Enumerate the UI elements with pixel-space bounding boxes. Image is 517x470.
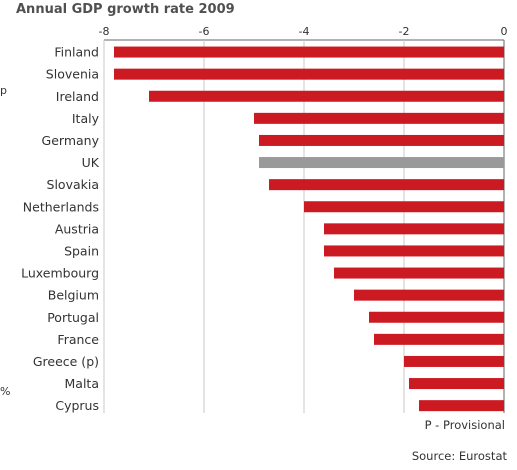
category-label: Slovenia [46,67,99,82]
category-label: Italy [72,111,100,126]
bar-italy [254,112,504,124]
bar-belgium [354,289,504,301]
category-label: Malta [65,376,99,391]
category-label: Luxembourg [21,266,99,281]
category-label: Ireland [56,89,99,104]
bar-slovenia [114,68,504,80]
x-tick-label: -8 [99,25,110,38]
bar-austria [324,223,504,235]
bar-netherlands [304,201,504,213]
x-tick-label: -4 [299,25,310,38]
bar-uk [259,157,504,169]
bar-france [374,333,504,345]
category-label: Finland [54,45,99,60]
category-label: Cyprus [55,398,99,413]
category-label: Netherlands [23,199,99,214]
edge-mark-top: p [0,84,7,97]
tick-layer: -8 -6 -4 -2 0 [99,25,508,38]
category-label: Slovakia [47,177,99,192]
source-credit: Source: Eurostat [411,449,507,463]
bar-cyprus [419,400,504,412]
bar-layer [114,46,504,412]
bar-luxembourg [334,267,504,279]
chart-title: Annual GDP growth rate 2009 [16,2,235,17]
bar-malta [409,378,504,390]
category-label: Belgium [48,288,99,303]
bar-spain [324,245,504,257]
category-label: Portugal [47,310,99,325]
x-tick-label: -6 [199,25,210,38]
bar-germany [259,134,504,146]
category-label: UK [82,155,100,170]
bar-ireland [149,90,504,102]
category-label-layer: Finland Slovenia Ireland Italy Germany UK Slov… [21,45,100,414]
category-label: Germany [42,133,100,148]
category-label: France [57,332,99,347]
category-label: Greece (p) [33,354,99,369]
bar-finland [114,46,504,58]
bar-portugal [369,311,504,323]
category-label: Spain [64,243,99,258]
bar-slovakia [269,179,504,191]
x-tick-label: 0 [501,25,508,38]
category-label: Austria [55,221,99,236]
provisional-footnote: P - Provisional [424,418,505,432]
x-tick-label: -2 [399,25,410,38]
bar-greece-p [404,355,504,367]
edge-mark-bottom: % [0,385,11,398]
